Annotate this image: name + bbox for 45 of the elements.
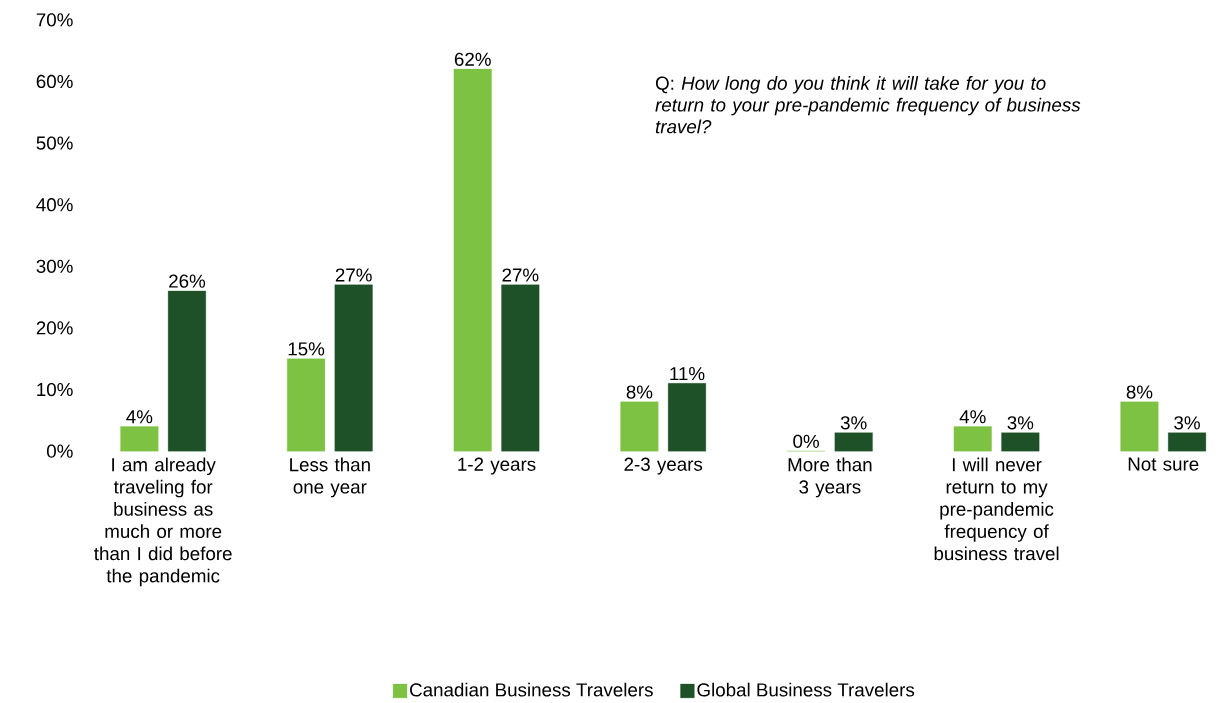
y-tick-label: 10% (37, 382, 73, 397)
x-tick-label: More than 3 years (788, 457, 872, 498)
data-label: 27% (502, 268, 539, 282)
bar (620, 401, 659, 452)
data-label: 3% (1007, 416, 1034, 430)
data-label: 3% (840, 416, 867, 430)
x-tick-label: I will never return to my pre-pandemic frequency of business travel (934, 457, 1059, 561)
bar (953, 426, 992, 452)
bar (287, 358, 326, 452)
data-label: 11% (670, 367, 705, 381)
bar (668, 383, 706, 452)
bar (834, 432, 873, 452)
bar (1001, 432, 1040, 452)
x-tick-label: Less than one year (290, 457, 370, 498)
y-tick-label: 70% (36, 13, 73, 27)
legend-label: Canadian Business Travelers (410, 682, 653, 697)
bar (1168, 432, 1207, 452)
x-tick-label: 2-3 years (624, 457, 703, 475)
data-label: 62% (454, 52, 491, 66)
bar (167, 290, 206, 452)
y-tick-label: 60% (36, 74, 73, 89)
bar (334, 284, 373, 452)
bar (501, 284, 540, 452)
y-tick-label: 40% (36, 198, 73, 212)
data-label: 8% (626, 385, 653, 399)
x-tick-label: 1-2 years (458, 457, 536, 475)
data-label: 8% (1126, 385, 1153, 399)
data-label: 26% (169, 274, 206, 288)
data-label: 27% (335, 268, 372, 282)
annotation: Q: How long do you think it will take for you to return to your pre-pandemic frequency of business travel? (655, 76, 1081, 134)
bar (1120, 401, 1159, 452)
data-label: 3% (1174, 416, 1200, 430)
bar (120, 426, 159, 452)
data-label: 0% (793, 434, 819, 448)
y-tick-label: 0% (46, 444, 73, 458)
bar (453, 68, 492, 452)
data-label: 4% (959, 410, 986, 424)
y-tick-label: 20% (36, 321, 73, 335)
x-tick-label: Not sure (1128, 457, 1199, 471)
y-tick-label: 50% (36, 136, 73, 150)
y-tick-label: 30% (36, 259, 73, 273)
x-tick-label: I am already traveling for business as much or more than I did before the pandemic (94, 457, 232, 587)
data-label: 15% (288, 342, 325, 356)
legend-label: Global Business Travelers (697, 682, 915, 697)
data-label: 4% (126, 410, 153, 424)
